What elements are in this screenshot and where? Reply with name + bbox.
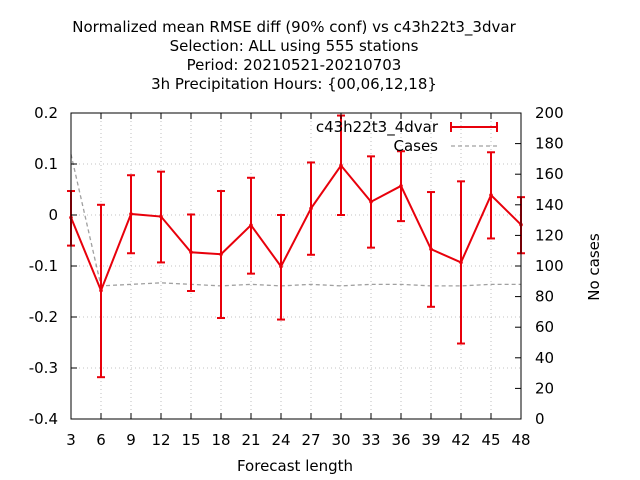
- x-tick-label: 9: [126, 431, 136, 449]
- y2-tick-label: 140: [535, 196, 564, 214]
- data-point: [429, 247, 433, 251]
- y2-tick-label: 120: [535, 226, 564, 244]
- data-point: [459, 260, 463, 265]
- y-tick-label: -0.3: [29, 359, 58, 377]
- x-tick-label: 36: [391, 431, 410, 449]
- y-tick-label: -0.1: [29, 257, 58, 275]
- error-bar: [487, 151, 495, 240]
- y-tick-label: -0.4: [29, 410, 58, 428]
- cases-series: [70, 154, 521, 287]
- x-tick-label: 3: [66, 431, 76, 449]
- x-tick-label: 33: [361, 431, 380, 449]
- y-axis-tick-labels: 0.2 0.1 0 -0.1 -0.2 -0.3 -0.4: [29, 104, 58, 428]
- error-bar: [127, 174, 135, 255]
- chart-title-line-2: Selection: ALL using 555 stations: [170, 37, 419, 55]
- legend-sample-main: [450, 122, 498, 132]
- x-axis-tick-labels: 3 6 9 12 15 18 21 24 27 30 33 36 39 42 45 48: [66, 431, 530, 449]
- grid-lines: [70, 112, 522, 420]
- data-point: [279, 264, 283, 269]
- x-tick-label: 39: [421, 431, 440, 449]
- x-tick-label: 48: [511, 431, 530, 449]
- y2-tick-label: 40: [535, 349, 554, 367]
- y2-tick-label: 160: [535, 165, 564, 183]
- error-bar: [187, 213, 195, 292]
- error-bar: [457, 180, 465, 345]
- chart-title: Normalized mean RMSE diff (90% conf) vs …: [72, 18, 516, 93]
- error-bar: [427, 191, 435, 308]
- x-tick-label: 18: [211, 431, 230, 449]
- y2-tick-label: 100: [535, 257, 564, 275]
- x-tick-label: 30: [331, 431, 350, 449]
- error-bar: [217, 190, 225, 320]
- y-tick-label: -0.2: [29, 308, 58, 326]
- error-bar: [157, 170, 165, 264]
- y2-tick-label: 80: [535, 288, 554, 306]
- main-series: [67, 114, 525, 379]
- legend-label-cases: Cases: [393, 137, 438, 155]
- x-tick-label: 6: [96, 431, 106, 449]
- error-bar: [247, 176, 255, 275]
- chart-title-line-3: Period: 20210521-20210703: [187, 56, 402, 74]
- data-point: [249, 223, 253, 227]
- x-axis-label: Forecast length: [237, 457, 353, 475]
- data-point: [339, 163, 343, 168]
- main-line: [70, 163, 522, 294]
- x-tick-label: 45: [481, 431, 500, 449]
- data-point: [369, 199, 373, 204]
- data-point: [399, 184, 403, 188]
- data-point: [99, 288, 103, 293]
- cases-line: [70, 154, 521, 287]
- x-tick-label: 12: [151, 431, 170, 449]
- chart-title-line-4: 3h Precipitation Hours: {00,06,12,18}: [151, 75, 437, 93]
- y2-tick-label: 60: [535, 318, 554, 336]
- legend: c43h22t3_4dvar Cases: [316, 118, 498, 155]
- x-tick-label: 24: [271, 431, 290, 449]
- y-tick-label: 0: [48, 206, 58, 224]
- error-bar: [277, 214, 285, 321]
- chart-title-line-1: Normalized mean RMSE diff (90% conf) vs …: [72, 18, 516, 37]
- y2-tick-label: 180: [535, 135, 564, 153]
- data-point: [219, 252, 223, 257]
- data-point: [159, 214, 163, 219]
- error-bar: [367, 155, 375, 249]
- y-tick-label: 0.1: [34, 155, 58, 173]
- x-tick-label: 42: [451, 431, 470, 449]
- y-tick-label: 0.2: [34, 104, 58, 122]
- y2-tick-label: 0: [535, 410, 545, 428]
- data-point: [189, 250, 193, 255]
- error-bar: [97, 203, 105, 379]
- data-point: [129, 212, 133, 216]
- error-bar: [307, 161, 315, 256]
- x-tick-label: 15: [181, 431, 200, 449]
- legend-label-main: c43h22t3_4dvar: [316, 118, 439, 137]
- y2-tick-label: 200: [535, 104, 564, 122]
- x-tick-label: 21: [241, 431, 260, 449]
- y2-tick-label: 20: [535, 379, 554, 397]
- y2-axis-label: No cases: [585, 233, 603, 301]
- axis-ticks: [70, 112, 522, 420]
- data-point: [309, 206, 313, 211]
- error-bar: [397, 150, 405, 223]
- x-tick-label: 27: [301, 431, 320, 449]
- data-point: [489, 193, 493, 197]
